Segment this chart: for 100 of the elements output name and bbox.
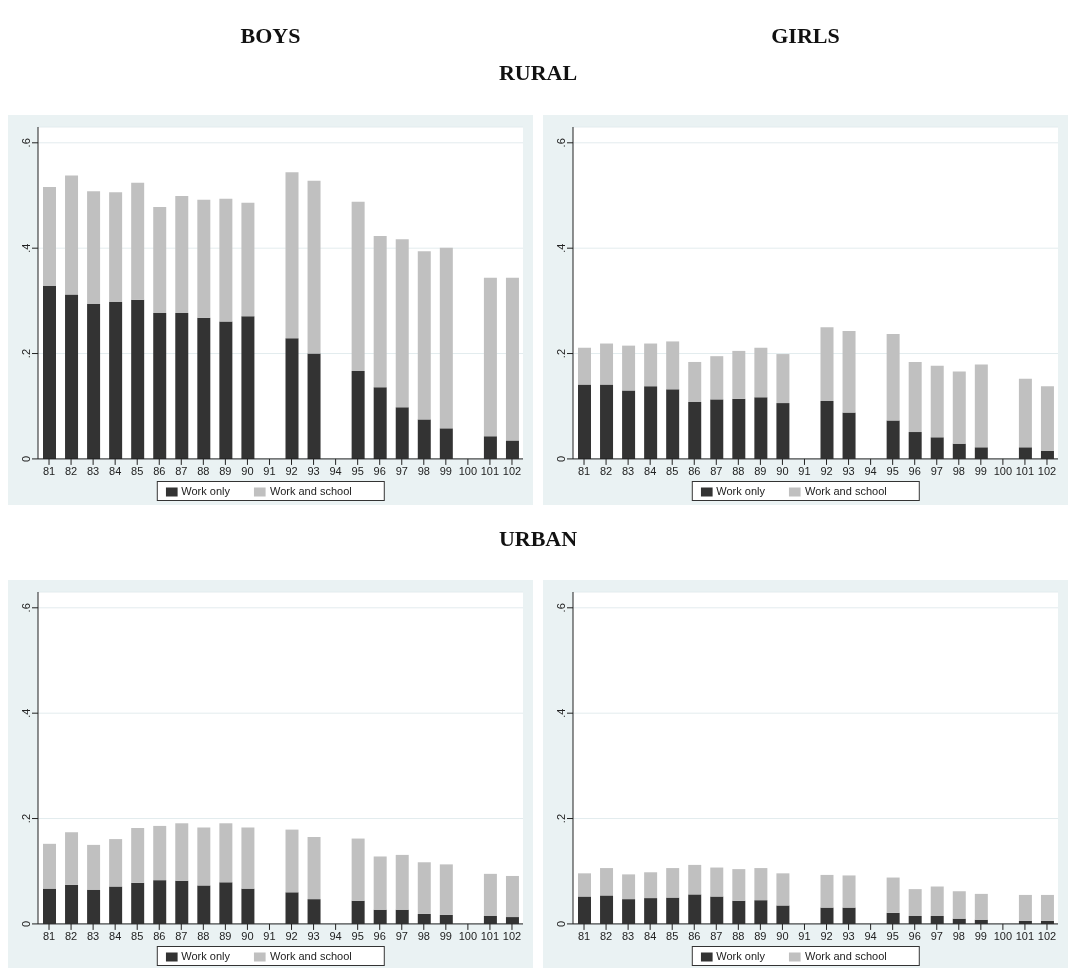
bar <box>710 896 724 924</box>
x-tick-label: 93 <box>307 464 320 477</box>
bar <box>285 172 299 339</box>
bar <box>153 825 167 881</box>
bar <box>109 886 123 924</box>
x-tick-label: 102 <box>1037 929 1057 942</box>
bar <box>930 886 944 916</box>
x-tick-label: 82 <box>64 929 78 942</box>
bar <box>688 402 702 459</box>
bar <box>578 384 591 459</box>
bar <box>483 436 497 459</box>
x-tick-label: 86 <box>153 464 166 477</box>
x-tick-label: 93 <box>307 929 320 942</box>
bar <box>908 361 922 433</box>
x-tick-label: 82 <box>599 464 613 477</box>
bar <box>417 862 431 914</box>
bar <box>373 909 387 924</box>
bar <box>1018 447 1032 459</box>
bar <box>820 400 834 459</box>
bar <box>710 399 724 459</box>
x-tick-label: 92 <box>820 464 833 477</box>
bar <box>307 836 321 900</box>
bar <box>175 196 189 313</box>
bar <box>886 877 900 913</box>
bar <box>285 829 299 893</box>
x-tick-label: 86 <box>688 464 701 477</box>
bar <box>622 874 636 900</box>
bar <box>373 856 387 910</box>
bar <box>131 882 145 924</box>
x-tick-label: 99 <box>439 929 452 942</box>
x-tick-label: 90 <box>776 464 789 477</box>
x-tick-label: 101 <box>1015 929 1035 942</box>
bar <box>1040 386 1054 451</box>
bar <box>197 827 211 886</box>
bar <box>351 370 365 459</box>
bar <box>1018 378 1032 448</box>
bar <box>241 888 255 924</box>
x-tick-label: 81 <box>577 929 591 942</box>
bar <box>754 900 768 924</box>
bar <box>65 832 79 885</box>
x-tick-label: 95 <box>351 929 364 942</box>
x-tick-label: 87 <box>710 464 723 477</box>
bar <box>666 341 680 390</box>
bar <box>754 397 768 459</box>
bar <box>930 365 944 438</box>
y-tick-label: .4 <box>19 243 32 253</box>
x-tick-label: 93 <box>842 929 855 942</box>
bar <box>197 199 211 318</box>
bar <box>87 191 101 305</box>
x-tick-label: 97 <box>395 464 408 477</box>
bar <box>820 907 834 924</box>
bar <box>578 896 591 924</box>
bar <box>153 207 167 313</box>
bar <box>219 882 233 924</box>
bar <box>600 868 614 896</box>
bar <box>505 440 519 459</box>
x-tick-label: 96 <box>373 464 386 477</box>
y-tick-label: .6 <box>19 138 32 148</box>
legend-label: Work and school <box>269 484 352 497</box>
x-tick-label: 90 <box>241 929 254 942</box>
bar <box>1018 894 1032 921</box>
y-tick-label: .2 <box>554 813 567 824</box>
x-tick-label: 85 <box>131 464 144 477</box>
bar <box>351 201 365 371</box>
bar <box>395 909 409 924</box>
x-tick-label: 83 <box>621 464 635 477</box>
x-tick-label: 84 <box>109 929 122 942</box>
y-tick-label: .6 <box>554 603 567 613</box>
y-tick-label: .4 <box>554 708 567 718</box>
bar <box>820 874 834 908</box>
x-tick-label: 94 <box>329 929 342 942</box>
x-tick-label: 100 <box>993 929 1013 942</box>
bar <box>307 180 321 354</box>
x-tick-label: 81 <box>577 464 591 477</box>
x-tick-label: 94 <box>864 464 877 477</box>
bar <box>908 432 922 459</box>
x-tick-label: 88 <box>732 929 745 942</box>
bar <box>175 312 189 459</box>
x-tick-label: 98 <box>417 464 430 477</box>
bar <box>688 894 702 924</box>
y-tick-label: .4 <box>554 243 567 253</box>
bar <box>219 198 233 322</box>
bar <box>219 321 233 459</box>
x-tick-label: 90 <box>241 464 254 477</box>
bar <box>131 828 145 883</box>
x-tick-label: 87 <box>710 929 723 942</box>
bar <box>754 347 768 398</box>
bar <box>505 277 519 441</box>
x-tick-label: 84 <box>644 929 657 942</box>
x-tick-label: 81 <box>42 929 56 942</box>
bar <box>131 182 145 300</box>
bar <box>820 327 834 401</box>
x-tick-label: 88 <box>197 464 210 477</box>
bar <box>600 384 614 459</box>
bar <box>952 371 966 444</box>
x-tick-label: 91 <box>263 929 276 942</box>
bar <box>908 889 922 916</box>
x-tick-label: 98 <box>952 929 965 942</box>
bar <box>776 403 790 459</box>
bar <box>87 844 101 890</box>
